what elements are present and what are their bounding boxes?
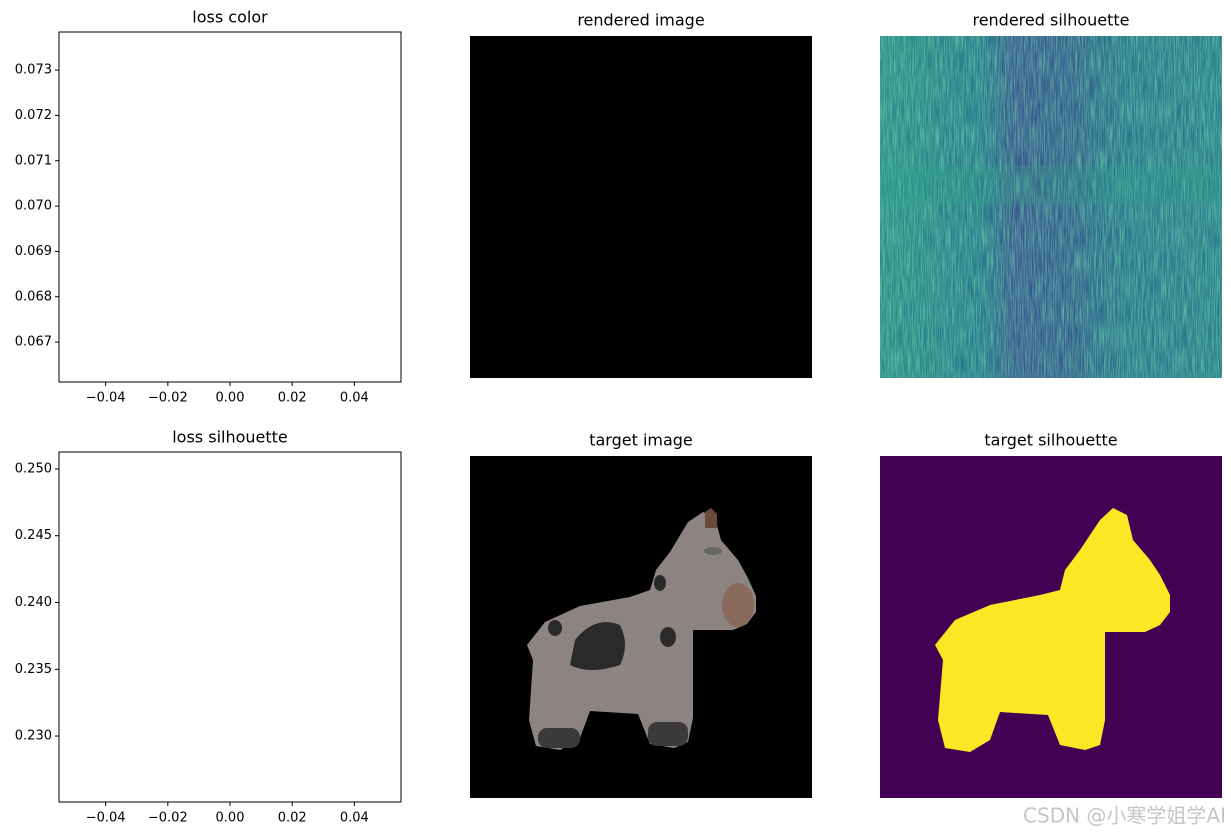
x-tick-label: 0.04: [340, 811, 369, 826]
y-tick-label: 0.073: [15, 63, 52, 78]
y-tick-label: 0.235: [15, 662, 52, 677]
subplot-title: loss color: [192, 8, 268, 27]
rendered-silhouette: [880, 36, 1222, 378]
x-tick-label: 0.00: [216, 811, 245, 826]
x-tick-label: 0.04: [340, 391, 369, 406]
y-tick-label: 0.072: [15, 108, 52, 123]
y-tick-label: 0.071: [15, 153, 52, 168]
axes-frame: [58, 451, 402, 803]
x-tick-label: −0.04: [86, 811, 126, 826]
y-tick-label: 0.240: [15, 595, 52, 610]
cow: [527, 508, 756, 750]
axes-frame: [58, 31, 402, 383]
x-tick-label: 0.00: [216, 391, 245, 406]
rendered-image: [470, 36, 812, 378]
watermark: CSDN @小寒学姐学AI: [1023, 804, 1226, 828]
x-tick-label: 0.02: [278, 811, 307, 826]
y-tick-label: 0.069: [15, 244, 52, 259]
silhouette-shape: [935, 508, 1170, 752]
x-tick-label: −0.02: [148, 811, 188, 826]
y-tick-label: 0.250: [15, 461, 52, 476]
subplot-title: target silhouette: [984, 431, 1117, 450]
subplot-title: loss silhouette: [172, 428, 288, 447]
y-tick-label: 0.245: [15, 528, 52, 543]
subplot-title: rendered image: [577, 11, 704, 30]
y-tick-label: 0.067: [15, 335, 52, 350]
y-tick-label: 0.070: [15, 199, 52, 214]
x-tick-label: 0.02: [278, 391, 307, 406]
y-tick-label: 0.068: [15, 289, 52, 304]
y-tick-label: 0.230: [15, 729, 52, 744]
subplot-title: target image: [589, 431, 693, 450]
subplot-title: rendered silhouette: [972, 11, 1129, 30]
x-tick-label: −0.02: [148, 391, 188, 406]
x-tick-label: −0.04: [86, 391, 126, 406]
